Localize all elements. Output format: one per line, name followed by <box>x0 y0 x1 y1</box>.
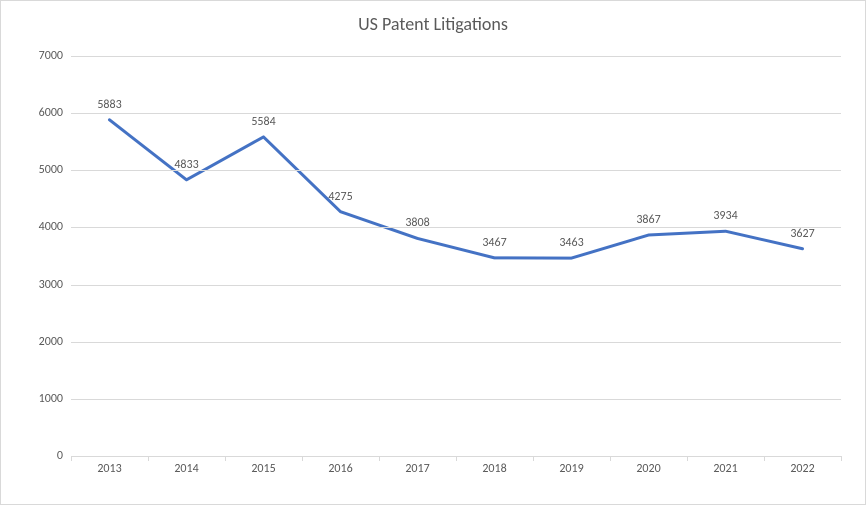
data-label: 3808 <box>405 216 429 230</box>
data-label: 5584 <box>251 115 275 129</box>
x-tick-label: 2019 <box>559 462 583 476</box>
x-tick-label: 2015 <box>251 462 275 476</box>
data-label: 4275 <box>328 190 352 204</box>
x-tick-mark <box>533 456 534 461</box>
chart-title: US Patent Litigations <box>1 13 865 35</box>
data-label: 5883 <box>97 98 121 112</box>
data-label: 3867 <box>636 213 660 227</box>
x-tick-mark <box>148 456 149 461</box>
data-label: 4833 <box>174 158 198 172</box>
gridline <box>71 285 841 286</box>
x-tick-mark <box>302 456 303 461</box>
y-tick-label: 0 <box>57 449 63 463</box>
x-tick-label: 2013 <box>97 462 121 476</box>
y-tick-label: 4000 <box>39 220 63 234</box>
gridline <box>71 227 841 228</box>
plot-area: 0100020003000400050006000700020132014201… <box>71 56 841 456</box>
y-tick-label: 1000 <box>39 392 63 406</box>
x-tick-mark <box>764 456 765 461</box>
x-tick-mark <box>225 456 226 461</box>
y-tick-label: 7000 <box>39 49 63 63</box>
y-tick-label: 5000 <box>39 163 63 177</box>
x-tick-label: 2018 <box>482 462 506 476</box>
y-tick-label: 2000 <box>39 335 63 349</box>
chart-container: US Patent Litigations 010002000300040005… <box>0 0 866 505</box>
data-label: 3463 <box>559 236 583 250</box>
x-tick-mark <box>841 456 842 461</box>
y-tick-label: 6000 <box>39 106 63 120</box>
y-tick-label: 3000 <box>39 278 63 292</box>
x-tick-mark <box>610 456 611 461</box>
x-tick-label: 2016 <box>328 462 352 476</box>
gridline <box>71 113 841 114</box>
gridline <box>71 342 841 343</box>
x-tick-label: 2017 <box>405 462 429 476</box>
x-tick-label: 2021 <box>713 462 737 476</box>
x-tick-mark <box>71 456 72 461</box>
line-series <box>71 56 841 456</box>
x-tick-mark <box>687 456 688 461</box>
data-label: 3934 <box>713 209 737 223</box>
x-tick-label: 2020 <box>636 462 660 476</box>
x-tick-label: 2022 <box>790 462 814 476</box>
gridline <box>71 399 841 400</box>
data-label: 3467 <box>482 236 506 250</box>
gridline <box>71 56 841 57</box>
x-tick-label: 2014 <box>174 462 198 476</box>
data-label: 3627 <box>790 227 814 241</box>
x-tick-mark <box>379 456 380 461</box>
x-tick-mark <box>456 456 457 461</box>
